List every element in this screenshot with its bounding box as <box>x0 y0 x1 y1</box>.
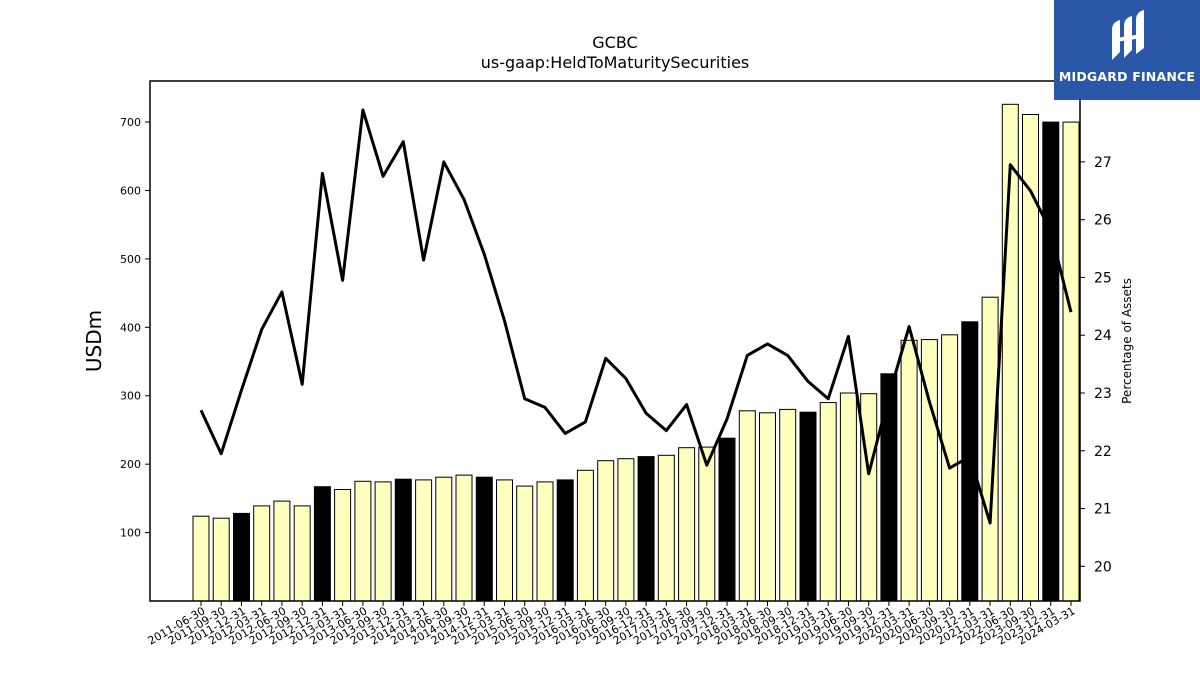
x-axis: 2011-06-302011-09-302011-12-312012-03-31… <box>146 601 1078 648</box>
bar-2024-03-31 <box>1062 121 1080 602</box>
bar-2015-03-31 <box>496 479 513 602</box>
bar-2017-06-30 <box>678 447 696 602</box>
bar-2018-06-30 <box>759 412 776 602</box>
y2-tick-label: 21 <box>1094 502 1112 518</box>
bar-2014-03-31 <box>415 479 433 602</box>
chart-title: GCBC <box>592 33 637 52</box>
bar-2017-12-31 <box>718 437 736 602</box>
bar-2013-03-31 <box>334 489 352 602</box>
y2-axis-label: Percentage of Assets <box>1120 278 1134 404</box>
y-tick-label: 300 <box>120 390 141 403</box>
y2-tick-label: 26 <box>1094 213 1112 229</box>
bar-2016-09-30 <box>617 458 635 602</box>
y2-tick-label: 25 <box>1094 270 1112 286</box>
bar-2016-03-31 <box>576 469 594 602</box>
y2-tick-label: 23 <box>1094 386 1112 402</box>
bar-2012-09-30 <box>293 505 311 602</box>
bar-2019-09-30 <box>860 393 878 602</box>
bar-2011-06-30 <box>192 515 210 602</box>
bar-2017-03-31 <box>657 454 675 602</box>
bar-2015-09-30 <box>536 481 554 602</box>
y-axis-label: USDm <box>82 310 106 372</box>
brand-logo: MIDGARD FINANCE <box>1054 0 1200 100</box>
y-tick-label: 200 <box>120 458 141 471</box>
bar-2014-12-31 <box>475 476 493 602</box>
series-line <box>199 108 1073 525</box>
bar-2014-09-30 <box>455 474 473 602</box>
bar-2017-09-30 <box>698 446 716 602</box>
y-tick-label: 100 <box>120 527 141 540</box>
y-tick-label: 600 <box>120 184 141 197</box>
bar-2023-12-31 <box>1042 121 1060 602</box>
bars-layer <box>192 103 1080 602</box>
y-tick-label: 400 <box>120 321 141 334</box>
bar-2013-12-31 <box>394 478 412 602</box>
bar-2019-03-31 <box>819 402 837 602</box>
bar-2019-06-30 <box>839 392 857 602</box>
bar-2018-03-31 <box>738 410 756 602</box>
bar-2016-06-30 <box>597 460 615 602</box>
y-axis-right: 20 21 22 23 24 25 26 27 <box>1080 155 1112 575</box>
y2-tick-label: 22 <box>1094 444 1112 460</box>
bar-2016-12-31 <box>637 456 655 602</box>
chart-subtitle: us-gaap:HeldToMaturitySecurities <box>481 53 750 72</box>
bar-2012-12-31 <box>313 486 331 602</box>
bar-2015-06-30 <box>516 485 534 602</box>
bar-2020-03-31 <box>900 339 918 602</box>
bar-2018-12-31 <box>799 411 817 602</box>
line-layer <box>199 108 1073 525</box>
bar-2019-12-31 <box>880 373 898 602</box>
bar-2012-03-31 <box>253 505 271 602</box>
bar-2013-06-30 <box>354 480 372 602</box>
bar-2011-09-30 <box>212 517 230 602</box>
bar-2023-09-30 <box>1022 114 1039 602</box>
midgard-logo-icon <box>1112 10 1144 60</box>
y2-tick-label: 24 <box>1094 328 1112 344</box>
bar-2014-06-30 <box>435 476 453 602</box>
bar-2012-06-30 <box>273 500 291 602</box>
y-tick-label: 700 <box>120 116 141 129</box>
bar-2018-09-30 <box>779 408 797 602</box>
bar-2011-12-31 <box>233 512 250 602</box>
bar-2015-12-31 <box>556 479 574 602</box>
y2-tick-label: 27 <box>1094 155 1112 171</box>
y-axis-left: 100 200 300 400 500 600 700 <box>120 116 150 540</box>
plot-frame <box>149 80 1081 602</box>
y2-tick-label: 20 <box>1094 559 1112 575</box>
bar-2013-09-30 <box>374 481 392 602</box>
y-tick-label: 500 <box>120 253 141 266</box>
logo-text: MIDGARD FINANCE <box>1058 69 1196 84</box>
